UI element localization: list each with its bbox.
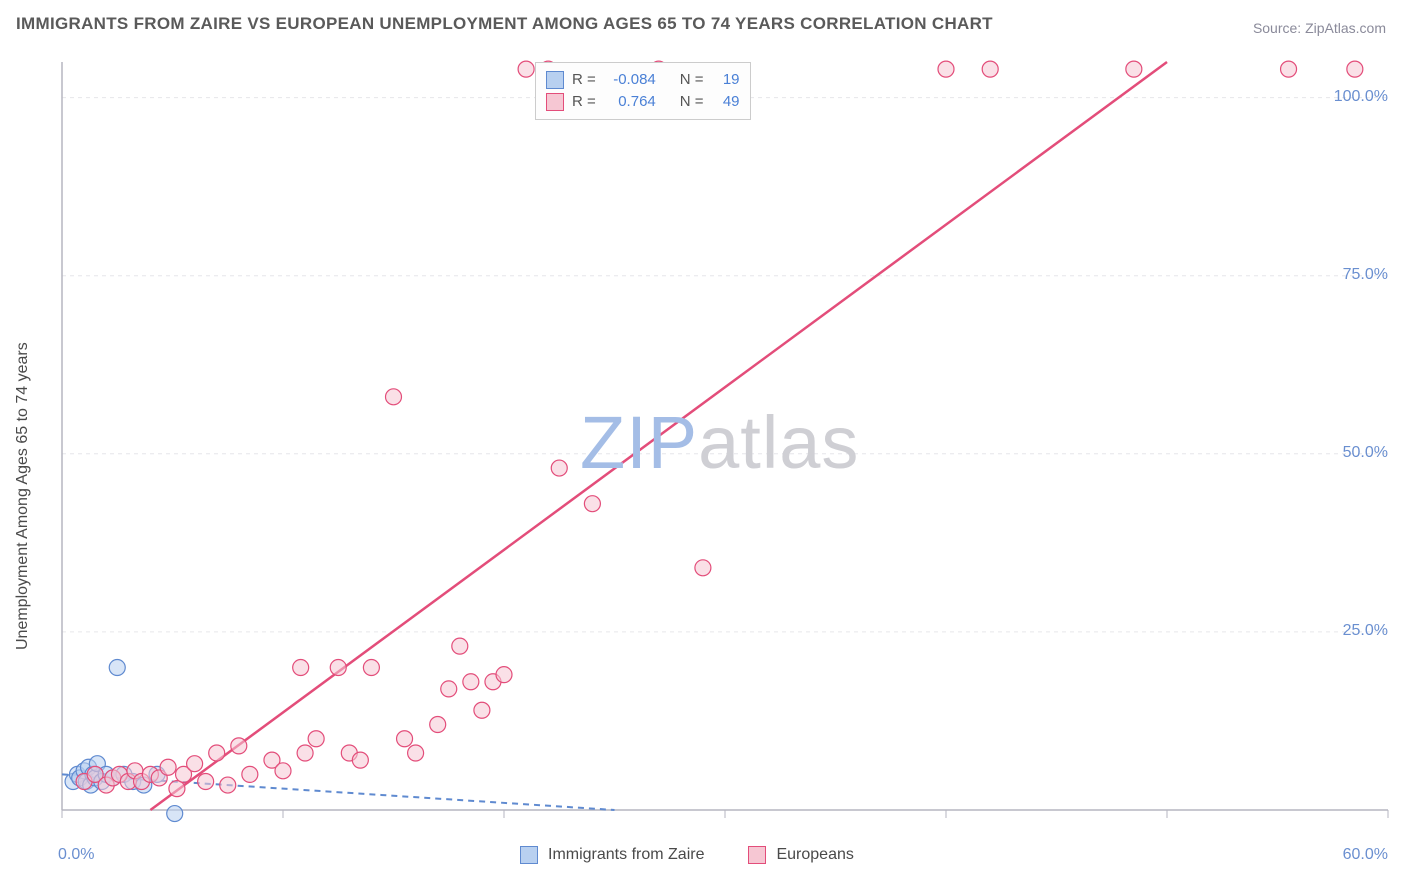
- n-label: N =: [680, 91, 704, 113]
- bottom-label-europeans: Europeans: [776, 846, 853, 864]
- r-value-europeans: 0.764: [604, 91, 656, 113]
- r-label: R =: [572, 69, 596, 91]
- bottom-legend: Immigrants from Zaire Europeans: [520, 846, 854, 864]
- r-value-zaire: -0.084: [604, 69, 656, 91]
- legend-row-zaire: R = -0.084 N = 19: [546, 69, 740, 91]
- r-label: R =: [572, 91, 596, 113]
- ytick-100: 100.0%: [1334, 88, 1388, 106]
- xtick-0: 0.0%: [58, 846, 94, 864]
- bottom-swatch-zaire: [520, 846, 538, 864]
- legend-swatch-zaire: [546, 71, 564, 89]
- bottom-swatch-europeans: [748, 846, 766, 864]
- n-value-zaire: 19: [712, 69, 740, 91]
- ytick-75: 75.0%: [1343, 266, 1388, 284]
- bottom-label-zaire: Immigrants from Zaire: [548, 846, 704, 864]
- n-value-europeans: 49: [712, 91, 740, 113]
- chart-area: [60, 60, 1390, 830]
- ytick-25: 25.0%: [1343, 622, 1388, 640]
- legend-row-europeans: R = 0.764 N = 49: [546, 91, 740, 113]
- n-label: N =: [680, 69, 704, 91]
- chart-svg: [60, 60, 1390, 830]
- ytick-50: 50.0%: [1343, 444, 1388, 462]
- y-axis-label: Unemployment Among Ages 65 to 74 years: [14, 230, 32, 650]
- legend-swatch-europeans: [546, 93, 564, 111]
- chart-title: IMMIGRANTS FROM ZAIRE VS EUROPEAN UNEMPL…: [16, 14, 993, 34]
- source-label: Source: ZipAtlas.com: [1253, 20, 1386, 36]
- correlation-legend: R = -0.084 N = 19 R = 0.764 N = 49: [535, 62, 751, 120]
- xtick-60: 60.0%: [1343, 846, 1388, 864]
